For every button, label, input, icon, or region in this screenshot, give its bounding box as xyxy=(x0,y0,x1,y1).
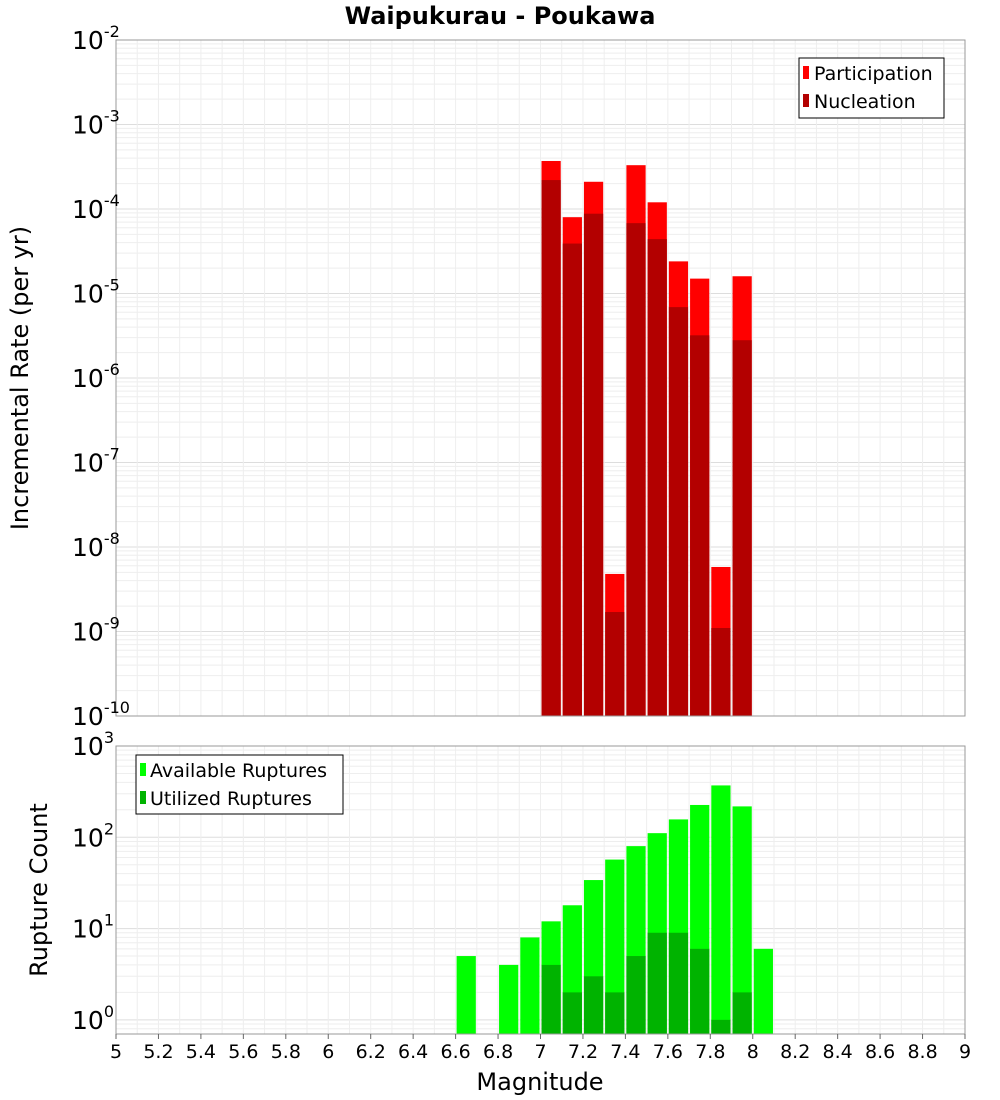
count-y-tick-label: 102 xyxy=(72,819,114,852)
utilized-ruptures-bar xyxy=(626,956,646,1034)
nucleation-bar xyxy=(562,243,582,716)
count-y-tick-label: 101 xyxy=(72,911,114,944)
x-tick-label: 9 xyxy=(959,1041,971,1063)
rate-y-axis-label: Incremental Rate (per yr) xyxy=(6,226,34,530)
nucleation-bar xyxy=(711,628,731,716)
legend-swatch-participation xyxy=(803,66,809,79)
nucleation-bar xyxy=(541,180,561,716)
rate-legend-box xyxy=(798,57,945,119)
nucleation-bar xyxy=(690,335,710,716)
count-legend-box xyxy=(135,754,344,815)
rate-plot-frame xyxy=(115,39,966,717)
available-ruptures-bar xyxy=(605,859,625,1034)
nucleation-bar xyxy=(668,307,689,716)
count-bars xyxy=(456,785,773,1034)
utilized-ruptures-bar xyxy=(647,932,667,1034)
rate-y-ticks: 10-2 10-3 10-4 10-5 10-6 10-7 10-8 10-9 10-10 xyxy=(72,22,130,731)
x-tick-label: 7.2 xyxy=(568,1041,598,1063)
count-y-axis-label: Rupture Count xyxy=(25,803,53,977)
legend-label-participation: Participation xyxy=(814,63,933,85)
rate-y-tick-label: 10-8 xyxy=(72,529,120,562)
rate-y-tick-label: 10-9 xyxy=(72,614,120,647)
x-tick-label: 8.4 xyxy=(823,1041,853,1063)
rate-panel: 10-2 10-3 10-4 10-5 10-6 10-7 10-8 10-9 10-10 In… xyxy=(6,22,966,731)
utilized-ruptures-bar xyxy=(732,992,752,1034)
nucleation-bar xyxy=(732,340,752,716)
utilized-ruptures-bar xyxy=(711,1019,731,1034)
x-tick-label: 8.8 xyxy=(907,1041,937,1063)
legend-swatch-utilized xyxy=(140,791,146,804)
legend-label-available: Available Ruptures xyxy=(150,760,327,782)
x-tick-label: 7.4 xyxy=(610,1041,640,1063)
rate-y-tick-label: 10-5 xyxy=(72,276,120,309)
x-tick-label: 6.4 xyxy=(398,1041,428,1063)
utilized-ruptures-bar xyxy=(583,976,604,1034)
x-tick-label: 6.6 xyxy=(440,1041,470,1063)
x-tick-label: 7.8 xyxy=(695,1041,725,1063)
available-ruptures-bar xyxy=(732,806,752,1034)
count-panel: 103 102 101 100 5 5.2 5.4 5.6 5.8 6 6.2 6.4 6.6 6.8 7… xyxy=(25,728,971,1096)
rate-y-tick-label: 10-2 xyxy=(72,22,120,55)
count-y-tick-label: 103 xyxy=(72,728,114,761)
available-ruptures-bar xyxy=(753,948,773,1034)
x-tick-label: 8 xyxy=(747,1041,759,1063)
x-tick-label: 6 xyxy=(322,1041,334,1063)
available-ruptures-bar xyxy=(711,785,731,1034)
rate-gridlines xyxy=(115,40,966,717)
count-y-tick-label: 100 xyxy=(72,1002,114,1035)
x-tick-label: 5 xyxy=(110,1041,122,1063)
rate-y-tick-label: 10-6 xyxy=(72,360,120,393)
nucleation-bar xyxy=(647,239,667,717)
rate-y-tick-label: 10-10 xyxy=(72,698,130,731)
x-tick-label: 7.6 xyxy=(653,1041,683,1063)
x-tick-label: 5.4 xyxy=(186,1041,216,1063)
rate-y-tick-label: 10-4 xyxy=(72,191,120,224)
x-tick-label: 6.8 xyxy=(483,1041,513,1063)
x-axis-label: Magnitude xyxy=(476,1068,603,1096)
available-ruptures-bar xyxy=(520,937,540,1034)
legend-swatch-available xyxy=(140,763,146,776)
available-ruptures-bar xyxy=(499,964,519,1034)
utilized-ruptures-bar xyxy=(668,932,689,1034)
utilized-ruptures-bar xyxy=(690,948,710,1034)
rate-y-tick-label: 10-3 xyxy=(72,107,120,140)
x-tick-label: 6.2 xyxy=(356,1041,386,1063)
nucleation-bar xyxy=(583,213,604,716)
chart-title: Waipukurau - Poukawa xyxy=(345,2,656,30)
utilized-ruptures-bar xyxy=(562,992,582,1034)
legend-label-utilized: Utilized Ruptures xyxy=(150,788,312,810)
available-ruptures-bar xyxy=(456,956,476,1034)
utilized-ruptures-bar xyxy=(605,992,625,1034)
x-tick-label: 8.6 xyxy=(865,1041,895,1063)
rate-bars xyxy=(541,160,752,717)
count-legend: Available Ruptures Utilized Ruptures xyxy=(135,754,344,815)
x-ticks: 5 5.2 5.4 5.6 5.8 6 6.2 6.4 6.6 6.8 7 7.2 7.4 7.6 7.8 8… xyxy=(110,1034,971,1063)
legend-swatch-nucleation xyxy=(803,94,809,107)
x-tick-label: 5.2 xyxy=(143,1041,173,1063)
x-tick-label: 7 xyxy=(534,1041,546,1063)
nucleation-bar xyxy=(626,223,646,716)
x-tick-label: 8.2 xyxy=(780,1041,810,1063)
nucleation-bar xyxy=(605,612,625,716)
legend-label-nucleation: Nucleation xyxy=(814,91,916,113)
count-y-ticks: 103 102 101 100 xyxy=(72,728,114,1035)
rate-y-tick-label: 10-7 xyxy=(72,445,120,478)
rate-legend: Participation Nucleation xyxy=(798,57,945,119)
x-tick-label: 5.6 xyxy=(228,1041,258,1063)
utilized-ruptures-bar xyxy=(541,964,561,1034)
x-tick-label: 5.8 xyxy=(271,1041,301,1063)
